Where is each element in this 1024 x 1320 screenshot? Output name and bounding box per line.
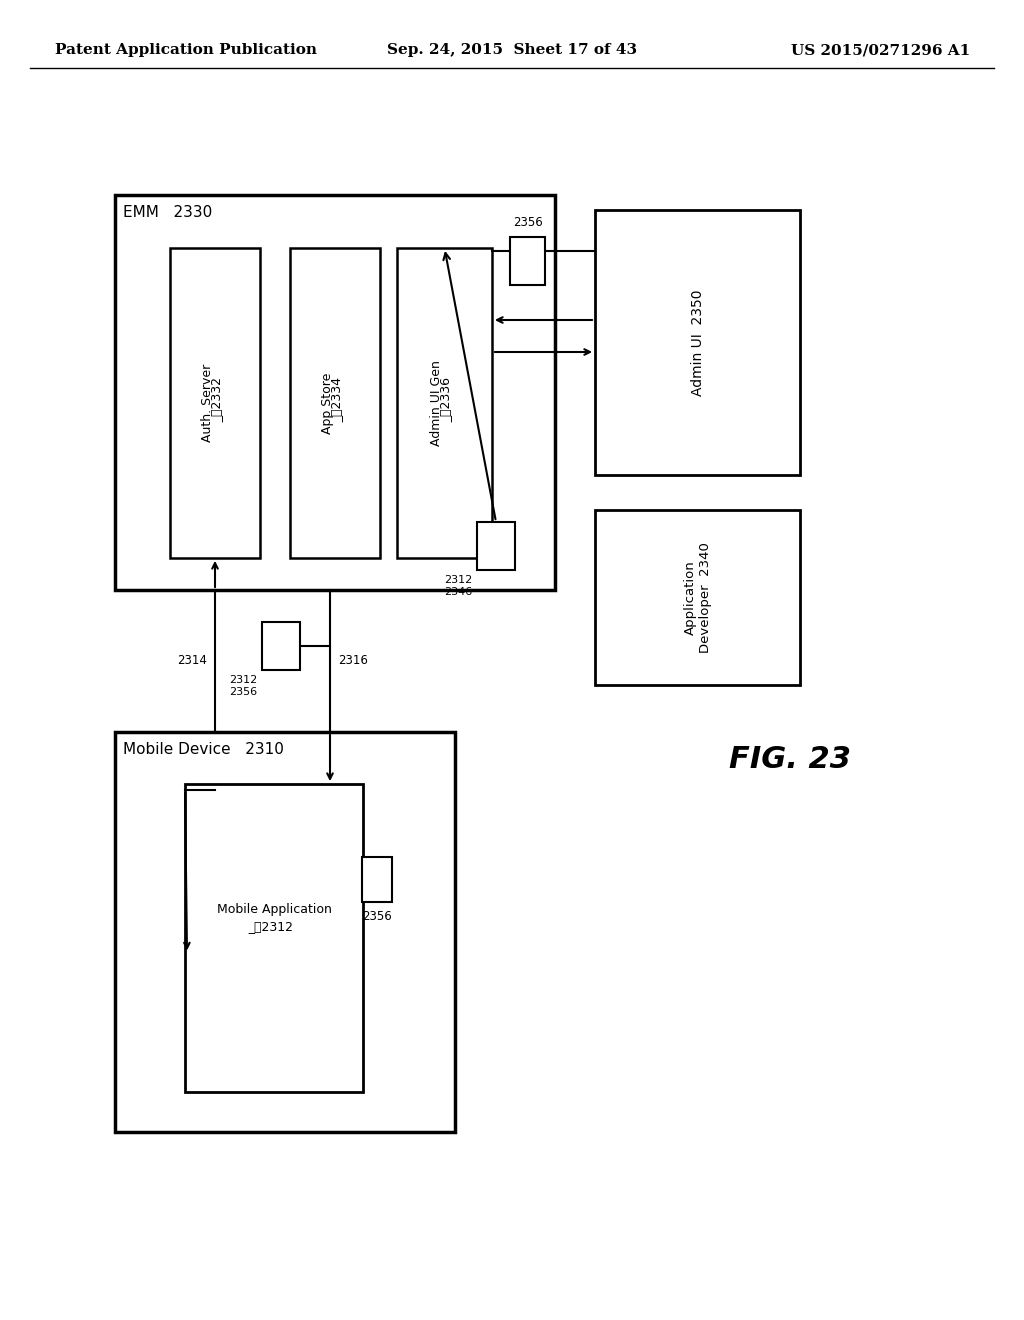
Bar bbox=[262, 622, 300, 671]
Bar bbox=[595, 210, 800, 475]
Bar bbox=[115, 195, 555, 590]
Text: EMM   2330: EMM 2330 bbox=[123, 205, 212, 220]
Text: Mobile Device   2310: Mobile Device 2310 bbox=[123, 742, 284, 756]
Text: 2356: 2356 bbox=[513, 216, 543, 228]
Text: Application
Developer  2340: Application Developer 2340 bbox=[683, 543, 712, 653]
Bar bbox=[115, 733, 455, 1133]
Text: Admin UI  2350: Admin UI 2350 bbox=[690, 289, 705, 396]
Text: 2316: 2316 bbox=[338, 655, 368, 668]
Text: US 2015/0271296 A1: US 2015/0271296 A1 bbox=[791, 44, 970, 57]
Bar bbox=[477, 521, 515, 570]
Text: 2312
2346: 2312 2346 bbox=[443, 576, 472, 597]
Text: 2356: 2356 bbox=[362, 909, 392, 923]
Text: 2314: 2314 bbox=[177, 655, 207, 668]
Text: Admin UI Gen
̲ 2336: Admin UI Gen ̲ 2336 bbox=[430, 360, 459, 446]
Bar bbox=[362, 857, 392, 902]
Bar bbox=[170, 248, 260, 558]
Text: Mobile Application
̲ 2312: Mobile Application ̲ 2312 bbox=[216, 903, 332, 933]
Bar bbox=[397, 248, 492, 558]
Bar bbox=[290, 248, 380, 558]
Text: App Store
̲ 2334: App Store ̲ 2334 bbox=[321, 372, 349, 434]
Text: FIG. 23: FIG. 23 bbox=[729, 746, 851, 775]
Text: Sep. 24, 2015  Sheet 17 of 43: Sep. 24, 2015 Sheet 17 of 43 bbox=[387, 44, 637, 57]
Bar bbox=[510, 238, 545, 285]
Text: Auth. Server
̲ 2332: Auth. Server ̲ 2332 bbox=[201, 364, 229, 442]
Text: 2312
2356: 2312 2356 bbox=[228, 675, 257, 697]
Text: Patent Application Publication: Patent Application Publication bbox=[55, 44, 317, 57]
Bar bbox=[185, 784, 362, 1092]
Bar bbox=[595, 510, 800, 685]
